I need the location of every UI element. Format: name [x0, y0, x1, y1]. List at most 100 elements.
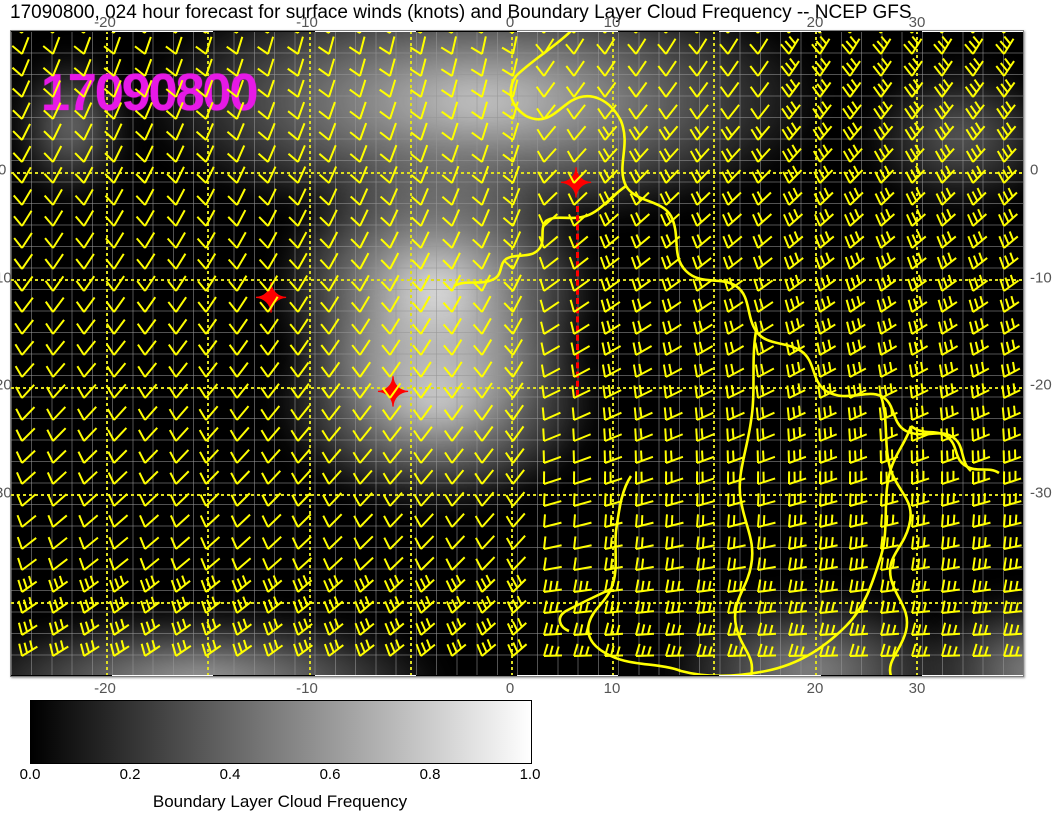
- wind-barb: [329, 183, 351, 205]
- wind-barb: [53, 656, 75, 677]
- wind-barb: [850, 570, 872, 592]
- wind-barb: [574, 377, 596, 399]
- wind-barb: [421, 334, 443, 356]
- wind-barb: [789, 33, 811, 55]
- axis-tick-bottom: 0: [506, 680, 514, 697]
- wind-barb: [22, 183, 44, 205]
- wind-barb: [513, 248, 535, 270]
- wind-barb: [22, 248, 44, 270]
- wind-barb: [360, 205, 382, 227]
- wind-barb: [482, 420, 504, 442]
- wind-barb: [973, 76, 995, 98]
- map-border-strip-top: [11, 30, 1023, 32]
- axis-tick-top: 20: [807, 14, 824, 31]
- wind-barb: [390, 226, 412, 248]
- wind-barb: [513, 377, 535, 399]
- wind-barb: [605, 656, 627, 677]
- border-segment: [517, 675, 618, 677]
- border-segment: [922, 30, 1023, 32]
- wind-barb: [360, 183, 382, 205]
- wind-barb: [53, 205, 75, 227]
- wind-barb: [758, 441, 780, 463]
- border-segment: [416, 30, 517, 32]
- wind-barb: [421, 183, 443, 205]
- wind-barb: [53, 76, 75, 98]
- border-segment: [821, 675, 922, 677]
- wind-barb: [53, 119, 75, 141]
- wind-barb: [390, 355, 412, 377]
- wind-barb: [881, 33, 903, 55]
- wind-barb: [636, 656, 658, 677]
- wind-barb: [176, 162, 198, 184]
- wind-barb: [360, 226, 382, 248]
- wind-barb: [544, 398, 566, 420]
- wind-barb: [298, 334, 320, 356]
- wind-barb: [942, 570, 964, 592]
- wind-barb: [544, 441, 566, 463]
- wind-barb: [574, 656, 596, 677]
- wind-barb: [636, 570, 658, 592]
- wind-barb: [145, 291, 167, 313]
- wind-barb: [360, 248, 382, 270]
- wind-barb: [758, 76, 780, 98]
- wind-barb: [452, 377, 474, 399]
- wind-barb: [421, 355, 443, 377]
- wind-barb: [421, 398, 443, 420]
- wind-barb: [206, 291, 228, 313]
- wind-barb: [206, 269, 228, 291]
- wind-barb: [268, 226, 290, 248]
- wind-barb: [206, 226, 228, 248]
- wind-barb: [636, 420, 658, 442]
- wind-barb: [636, 33, 658, 55]
- colorbar-tick-label: 0.8: [420, 766, 441, 783]
- wind-barb: [697, 656, 719, 677]
- wind-barb: [421, 205, 443, 227]
- border-segment: [315, 675, 416, 677]
- wind-barb: [513, 269, 535, 291]
- axis-tick-left: -10: [0, 270, 12, 287]
- wind-barb: [145, 162, 167, 184]
- wind-barb: [237, 226, 259, 248]
- wind-barb: [758, 420, 780, 442]
- wind-barb: [850, 656, 872, 677]
- wind-barb: [22, 656, 44, 677]
- wind-barb: [84, 226, 106, 248]
- wind-barb: [758, 398, 780, 420]
- wind-barb: [360, 291, 382, 313]
- wind-barb: [605, 570, 627, 592]
- axis-tick-bottom: 30: [909, 680, 926, 697]
- wind-barb: [298, 205, 320, 227]
- wind-barb: [513, 420, 535, 442]
- wind-barb: [237, 291, 259, 313]
- wind-barb: [298, 248, 320, 270]
- wind-barb: [84, 119, 106, 141]
- wind-barb: [728, 54, 750, 76]
- axis-tick-right: -30: [1030, 485, 1052, 502]
- wind-barb: [820, 570, 842, 592]
- wind-barb: [452, 656, 474, 677]
- wind-barb: [881, 76, 903, 98]
- wind-barb: [329, 291, 351, 313]
- wind-barb: [544, 570, 566, 592]
- wind-barb: [145, 248, 167, 270]
- axis-tick-bottom: -10: [296, 680, 318, 697]
- wind-barb: [145, 226, 167, 248]
- wind-barb: [789, 76, 811, 98]
- wind-barb: [482, 291, 504, 313]
- wind-barb: [176, 291, 198, 313]
- colorbar-legend: 0.0 0.2 0.4 0.6 0.8 1.0 Boundary Layer C…: [30, 700, 550, 764]
- wind-barb: [912, 54, 934, 76]
- wind-barb: [22, 76, 44, 98]
- wind-barb: [942, 76, 964, 98]
- wind-barb: [482, 355, 504, 377]
- wind-barb: [850, 54, 872, 76]
- wind-barb: [942, 656, 964, 677]
- wind-barb: [452, 291, 474, 313]
- wind-barb: [421, 291, 443, 313]
- wind-barb: [360, 656, 382, 677]
- wind-barb: [697, 54, 719, 76]
- wind-barb: [636, 398, 658, 420]
- wind-barb: [145, 119, 167, 141]
- wind-barb: [728, 570, 750, 592]
- wind-barb: [544, 33, 566, 55]
